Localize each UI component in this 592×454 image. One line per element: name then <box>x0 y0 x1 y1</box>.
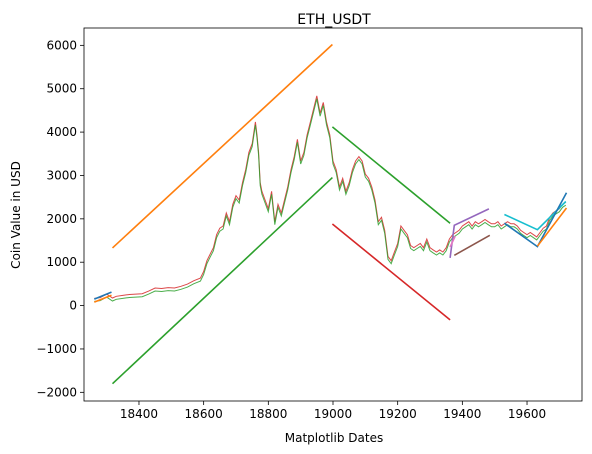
trend-line <box>453 234 491 256</box>
plot-area <box>93 43 568 385</box>
trend-line <box>331 223 451 321</box>
trend-line <box>94 294 112 303</box>
y-tick-label: 6000 <box>46 38 77 52</box>
y-tick-label: −2000 <box>36 385 77 399</box>
trend-line <box>111 177 333 385</box>
y-tick-label: 1000 <box>46 255 77 269</box>
trend-line <box>503 192 568 248</box>
chart-title: ETH_USDT <box>297 12 371 28</box>
trend-line <box>449 208 490 259</box>
x-tick-label: 19200 <box>379 407 417 421</box>
price-series <box>94 95 567 302</box>
trend-lines <box>93 43 568 385</box>
trend-line <box>449 235 456 248</box>
price-line <box>94 98 567 302</box>
y-tick-label: −1000 <box>36 342 77 356</box>
x-tick-label: 18800 <box>249 407 287 421</box>
y-tick-label: 5000 <box>46 82 77 96</box>
trend-line <box>331 126 451 224</box>
y-tick-label: 3000 <box>46 168 77 182</box>
trend-line <box>536 207 568 247</box>
y-tick-label: 2000 <box>46 212 77 226</box>
trend-line <box>93 291 112 300</box>
x-tick-label: 19600 <box>508 407 546 421</box>
x-axis-ticks: 18400 18600 18800 19000 19200 19400 19600 <box>120 401 546 421</box>
plot-frame <box>83 27 583 402</box>
trend-line <box>111 43 333 249</box>
price-line <box>94 95 567 299</box>
y-axis-label: Coin Value in USD <box>9 161 23 269</box>
x-tick-label: 19400 <box>443 407 481 421</box>
x-tick-label: 19000 <box>314 407 352 421</box>
y-tick-label: 0 <box>69 299 77 313</box>
x-tick-label: 18400 <box>120 407 158 421</box>
y-axis-ticks: −2000 −1000 0 1000 2000 3000 4000 5000 6000 <box>36 38 84 399</box>
x-tick-label: 18600 <box>185 407 223 421</box>
y-tick-label: 4000 <box>46 125 77 139</box>
x-axis-label: Matplotlib Dates <box>285 431 383 445</box>
